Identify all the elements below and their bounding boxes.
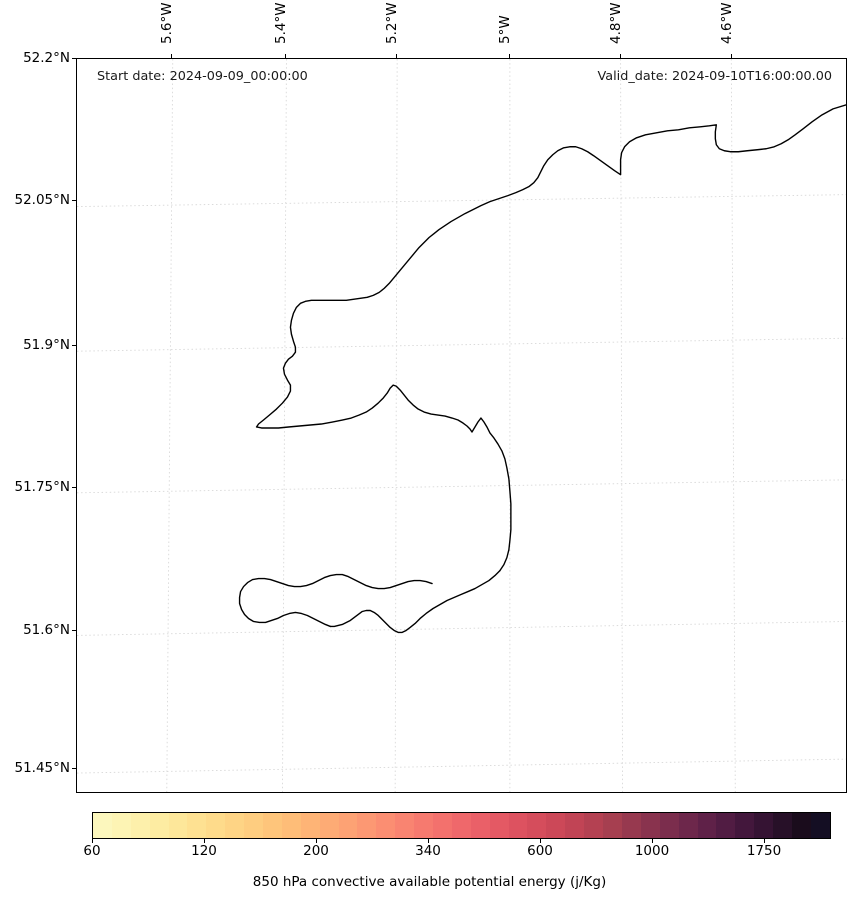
colorbar-segment: [621, 813, 641, 838]
colorbar-segment: [319, 813, 339, 838]
colorbar-tick-label: 60: [83, 843, 101, 859]
colorbar-tick-label: 120: [191, 843, 217, 859]
colorbar-segment: [433, 813, 452, 838]
colorbar-segment: [93, 813, 112, 838]
y-tick-mark: [72, 487, 76, 488]
y-tick-mark: [72, 58, 76, 59]
colorbar-tick-label: 1000: [634, 843, 670, 859]
colorbar-segment: [451, 813, 471, 838]
colorbar-segment: [300, 813, 320, 838]
y-tick-label: 52.05°N: [14, 192, 71, 208]
x-tick-label: 5.4°W: [273, 2, 289, 44]
colorbar-segment: [376, 813, 396, 838]
colorbar-segment: [640, 813, 660, 838]
x-tick-mark: [731, 54, 732, 58]
colorbar-tick-mark: [204, 839, 205, 843]
colorbar-segment: [735, 813, 755, 838]
colorbar-segment: [470, 813, 490, 838]
colorbar-segment: [546, 813, 566, 838]
colorbar-segment: [263, 813, 282, 838]
colorbar-tick-mark: [764, 839, 765, 843]
colorbar-tick-mark: [92, 839, 93, 843]
colorbar-tick-label: 340: [415, 843, 441, 859]
valid-date-annotation: Valid_date: 2024-09-10T16:00:00.00: [597, 69, 832, 84]
colorbar-segment: [791, 813, 811, 838]
y-tick-label: 51.9°N: [23, 337, 70, 353]
colorbar-segment: [754, 813, 774, 838]
colorbar-tick-label: 1750: [746, 843, 782, 859]
colorbar-segment: [149, 813, 169, 838]
colorbar-segment: [168, 813, 188, 838]
colorbar-label: 850 hPa convective available potential e…: [252, 874, 607, 890]
colorbar-segment: [565, 813, 585, 838]
x-tick-mark: [509, 54, 510, 58]
colorbar[interactable]: [92, 812, 831, 839]
colorbar-segment: [187, 813, 207, 838]
y-tick-label: 52.2°N: [23, 50, 70, 66]
colorbar-tick-mark: [540, 839, 541, 843]
colorbar-tick-label: 200: [303, 843, 329, 859]
colorbar-tick-mark: [316, 839, 317, 843]
y-tick-mark: [72, 200, 76, 201]
colorbar-segment: [659, 813, 679, 838]
colorbar-segment: [603, 813, 622, 838]
y-tick-mark: [72, 630, 76, 631]
colorbar-tick-mark: [652, 839, 653, 843]
x-tick-label: 5.6°W: [159, 2, 175, 44]
colorbar-segment: [414, 813, 434, 838]
x-tick-mark: [171, 54, 172, 58]
colorbar-segment: [489, 813, 509, 838]
colorbar-segment: [678, 813, 698, 838]
colorbar-segment: [773, 813, 792, 838]
colorbar-segment: [697, 813, 717, 838]
coastline-detail: [77, 59, 846, 792]
x-tick-mark: [396, 54, 397, 58]
x-tick-label: 5°W: [497, 15, 513, 44]
x-tick-label: 4.8°W: [608, 2, 624, 44]
colorbar-segment: [395, 813, 415, 838]
colorbar-segment: [357, 813, 377, 838]
colorbar-segment: [527, 813, 547, 838]
y-tick-label: 51.75°N: [14, 479, 71, 495]
start-date-annotation: Start date: 2024-09-09_00:00:00: [97, 69, 308, 84]
colorbar-segment: [111, 813, 131, 838]
x-tick-mark: [620, 54, 621, 58]
colorbar-segment: [716, 813, 736, 838]
colorbar-segment: [338, 813, 358, 838]
colorbar-segment: [810, 813, 830, 838]
colorbar-segment: [206, 813, 226, 838]
y-tick-label: 51.45°N: [14, 760, 71, 776]
colorbar-gradient: [92, 812, 831, 839]
colorbar-segment: [244, 813, 264, 838]
map-plot-area: Start date: 2024-09-09_00:00:00 Valid_da…: [76, 58, 847, 793]
colorbar-tick-mark: [428, 839, 429, 843]
x-tick-label: 4.6°W: [719, 2, 735, 44]
y-tick-mark: [72, 768, 76, 769]
colorbar-segment: [130, 813, 150, 838]
colorbar-segment: [584, 813, 604, 838]
x-tick-label: 5.2°W: [384, 2, 400, 44]
y-tick-mark: [72, 345, 76, 346]
colorbar-segment: [225, 813, 245, 838]
colorbar-segment: [281, 813, 301, 838]
x-tick-mark: [285, 54, 286, 58]
colorbar-segment: [508, 813, 528, 838]
colorbar-tick-label: 600: [527, 843, 553, 859]
y-tick-label: 51.6°N: [23, 622, 70, 638]
